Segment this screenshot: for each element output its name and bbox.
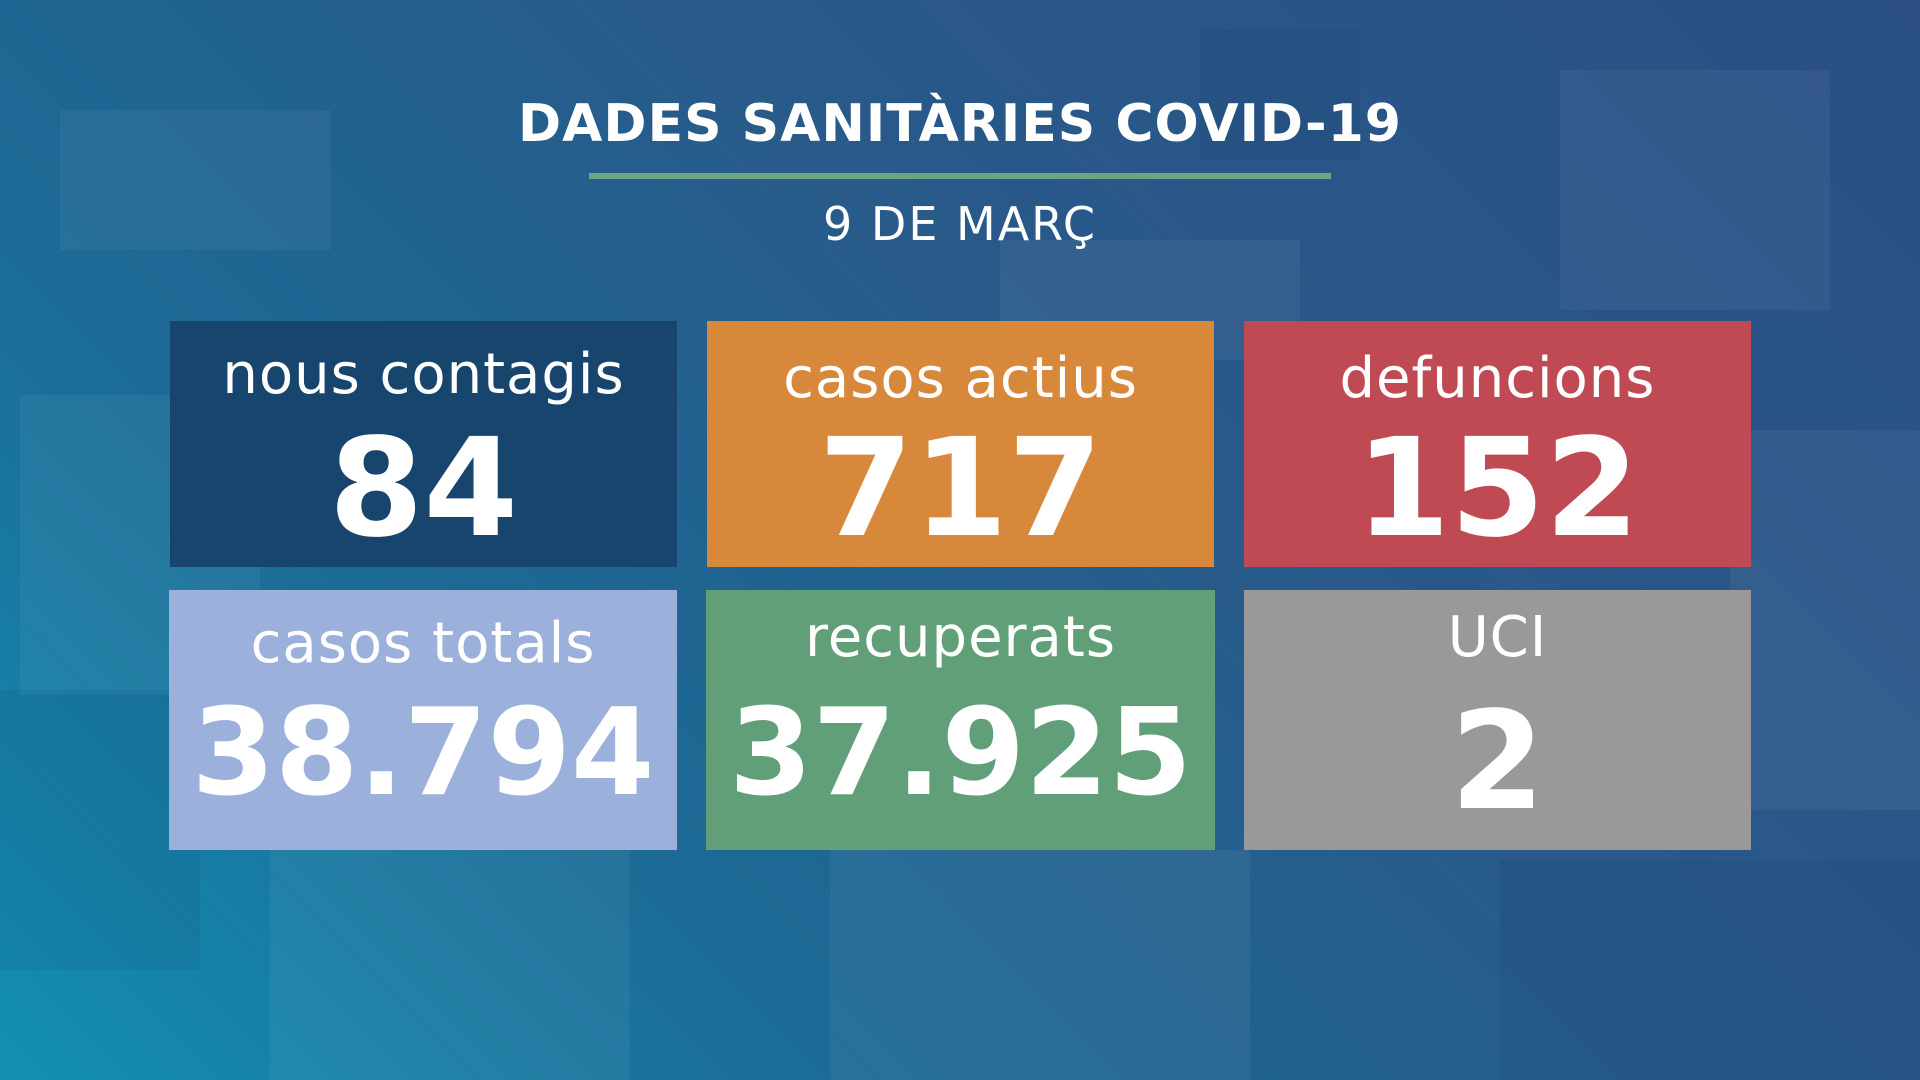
- title-divider: [589, 173, 1331, 179]
- stat-card-casos-totals: casos totals 38.794: [169, 590, 677, 850]
- stat-label-casos-totals: casos totals: [250, 611, 596, 676]
- background-square: [1560, 70, 1830, 310]
- stat-card-recuperats: recuperats 37.925: [706, 590, 1215, 850]
- stat-value-casos-actius: 717: [818, 410, 1103, 567]
- stat-value-casos-totals: 38.794: [191, 684, 655, 823]
- stat-card-defuncions: defuncions 152: [1244, 321, 1751, 567]
- stat-label-nous-contagis: nous contagis: [222, 342, 625, 407]
- stat-value-uci: 2: [1450, 683, 1545, 841]
- stat-card-uci: UCI 2: [1244, 590, 1751, 850]
- background-square: [60, 110, 330, 250]
- background-square: [1500, 860, 1920, 1080]
- stat-value-recuperats: 37.925: [728, 684, 1193, 823]
- stat-card-casos-actius: casos actius 717: [707, 321, 1214, 567]
- stat-card-nous-contagis: nous contagis 84: [170, 321, 677, 567]
- page-title: DADES SANITÀRIES COVID-19: [518, 94, 1402, 154]
- stat-value-nous-contagis: 84: [328, 410, 519, 567]
- background-square: [830, 850, 1250, 1080]
- stat-label-defuncions: defuncions: [1339, 346, 1656, 411]
- background-square: [1730, 430, 1920, 810]
- stat-label-uci: UCI: [1447, 605, 1548, 670]
- background-square: [1200, 30, 1360, 160]
- date-label: 9 DE MARÇ: [823, 197, 1097, 251]
- background-square: [0, 690, 200, 970]
- stat-label-recuperats: recuperats: [805, 605, 1116, 670]
- stat-label-casos-actius: casos actius: [783, 346, 1138, 411]
- stat-value-defuncions: 152: [1355, 410, 1640, 567]
